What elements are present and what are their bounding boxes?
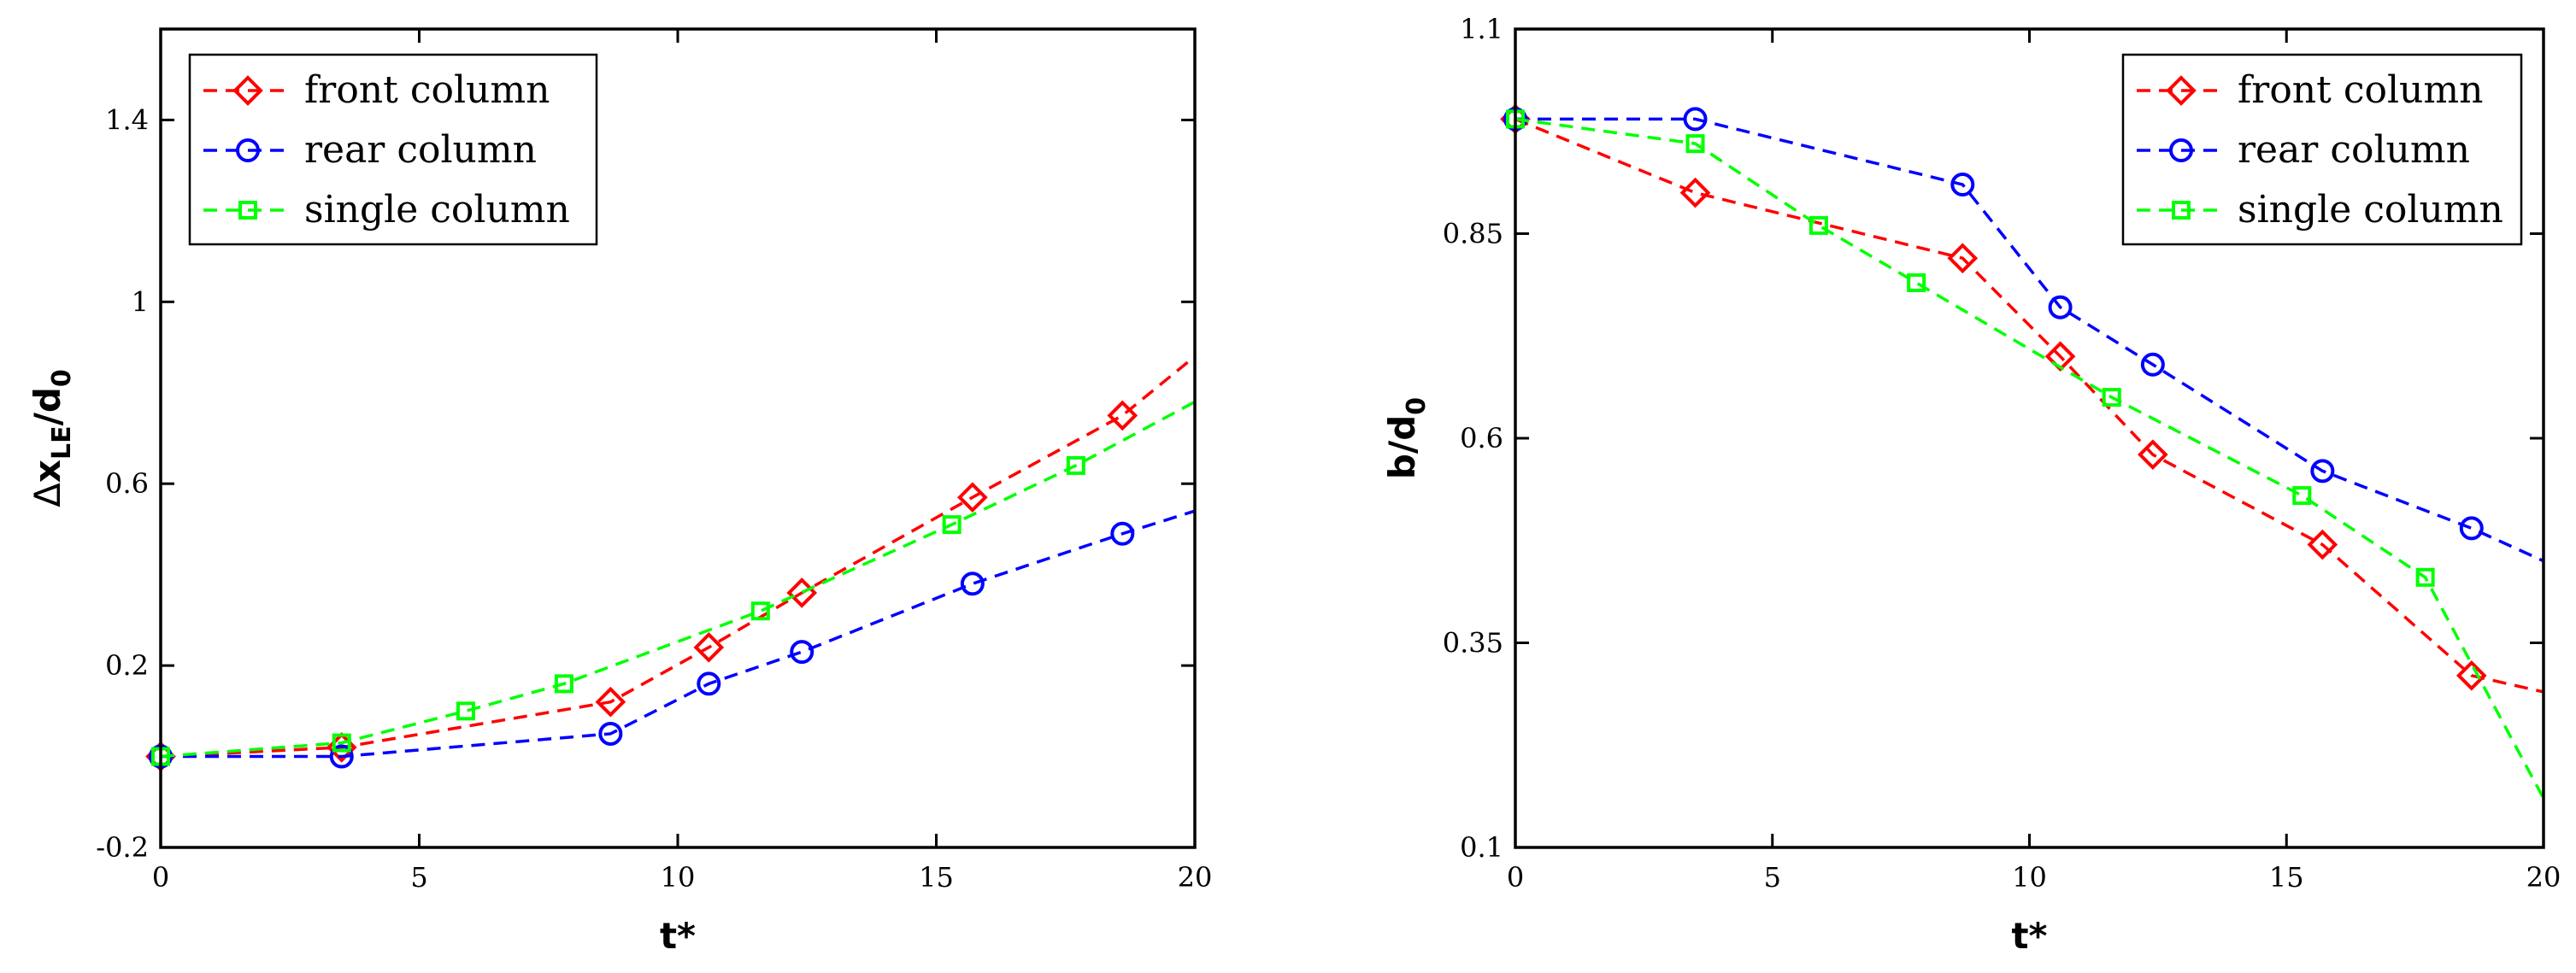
data-point-circle	[598, 721, 623, 746]
y-tick-label: 1.4	[105, 103, 149, 136]
legend-entry: single column	[203, 188, 570, 232]
data-point-diamond	[957, 482, 988, 513]
legend-label: single column	[2238, 188, 2503, 232]
data-point-circle	[960, 571, 985, 596]
x-axis-label: t*	[660, 915, 696, 957]
legend-label: front column	[304, 68, 550, 112]
data-point-square	[1907, 273, 1926, 292]
y-tick-label: 0.1	[1460, 831, 1503, 864]
legend-marker-circle	[236, 138, 260, 162]
series-single-column	[151, 400, 1196, 766]
data-point-square	[2415, 567, 2435, 587]
data-point-square	[554, 674, 573, 694]
data-point-circle	[1110, 521, 1135, 546]
data-point-circle	[2459, 516, 2484, 541]
y-tick-label: 0.6	[105, 467, 149, 500]
legend-marker-square	[2172, 201, 2191, 220]
data-point-square	[332, 733, 351, 753]
data-point-diamond	[2455, 659, 2487, 691]
x-tick-label: 5	[410, 861, 427, 894]
data-point-circle	[1683, 107, 1708, 132]
legend-marker-circle	[2169, 138, 2193, 162]
y-tick-label: 0.6	[1460, 422, 1503, 454]
y-axis-label: b/d0	[1381, 397, 1432, 479]
data-point-circle	[1950, 173, 1975, 197]
data-point-diamond	[2307, 529, 2338, 560]
data-point-diamond	[1107, 400, 1138, 431]
data-point-diamond	[2138, 439, 2168, 470]
y-tick-label: 1.1	[1460, 13, 1503, 45]
data-point-diamond	[2044, 341, 2076, 372]
x-tick-label: 15	[2269, 861, 2304, 894]
data-point-circle	[697, 671, 721, 696]
x-tick-label: 0	[152, 861, 169, 894]
data-point-circle	[790, 640, 815, 665]
data-point-square	[942, 515, 962, 535]
y-tick-label: 0.2	[105, 649, 149, 682]
y-axis-label: ΔxLE/d0	[26, 369, 77, 507]
legend-marker-diamond	[2166, 75, 2197, 106]
series-line	[1515, 117, 2544, 563]
y-tick-label: 0.35	[1443, 627, 1503, 659]
data-point-square	[750, 601, 770, 621]
y-tick-label: 1	[132, 285, 149, 318]
legend-entry: front column	[203, 68, 550, 112]
data-point-circle	[2310, 459, 2335, 484]
series-line	[160, 355, 1197, 759]
x-tick-label: 0	[1507, 861, 1524, 894]
legend-label: rear column	[2238, 128, 2470, 172]
x-tick-label: 10	[661, 861, 696, 894]
y-tick-label: 0.85	[1443, 218, 1503, 250]
x-tick-label: 20	[2526, 861, 2561, 894]
data-point-circle	[2048, 295, 2073, 319]
legend-entry: front column	[2137, 68, 2483, 112]
data-point-diamond	[1947, 243, 1979, 274]
legend-entry: rear column	[203, 128, 537, 172]
series-rear-column	[149, 509, 1196, 769]
data-point-circle	[329, 744, 354, 769]
legend-entry: single column	[2137, 188, 2503, 232]
data-point-square	[456, 701, 475, 721]
x-tick-label: 20	[1178, 861, 1213, 894]
y-tick-label: -0.2	[96, 831, 149, 864]
data-point-diamond	[595, 686, 626, 718]
legend-label: rear column	[304, 128, 537, 172]
data-point-square	[2292, 486, 2312, 506]
data-point-diamond	[1679, 177, 1711, 208]
legend: front column rear column single column	[2121, 53, 2523, 246]
legend: front column rear column single column	[188, 53, 598, 246]
x-tick-label: 15	[919, 861, 954, 894]
x-tick-label: 5	[1764, 861, 1781, 894]
data-point-square	[2102, 388, 2121, 407]
data-point-diamond	[693, 631, 725, 663]
data-point-square	[1066, 455, 1085, 475]
chart-left-leading-edge-displacement: 0 5 10 15 20 -0.2 0.2 0.6 1 1.4 t* ΔxLE/d0 front col…	[26, 27, 1213, 957]
series-front-column	[145, 355, 1197, 772]
legend-marker-diamond	[232, 75, 263, 106]
series-line	[161, 509, 1196, 759]
legend-entry: rear column	[2137, 128, 2470, 172]
data-point-circle	[2140, 352, 2165, 377]
series-line	[160, 400, 1196, 759]
legend-marker-square	[238, 201, 257, 220]
series-line	[1514, 117, 2545, 800]
data-point-square	[1685, 134, 1705, 154]
legend-label: front column	[2238, 68, 2483, 112]
legend-label: single column	[304, 188, 570, 232]
x-axis-label: t*	[2011, 915, 2047, 957]
chart-right-width-ratio: 0 5 10 15 20 0.1 0.35 0.6 0.85 1.1 t* b/d0 front col…	[1381, 13, 2561, 957]
x-tick-label: 10	[2012, 861, 2047, 894]
data-point-square	[1808, 215, 1828, 235]
